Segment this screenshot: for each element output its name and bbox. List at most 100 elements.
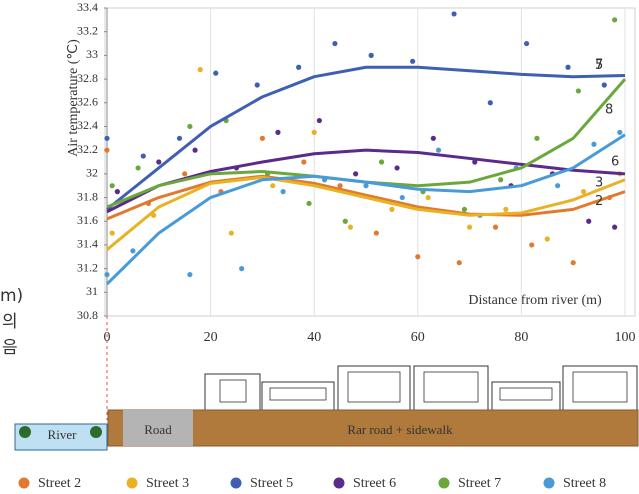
point <box>451 11 457 17</box>
point <box>306 200 312 207</box>
trees <box>19 426 102 438</box>
point <box>498 177 504 183</box>
point <box>586 218 592 224</box>
point <box>135 165 141 171</box>
point <box>410 58 416 64</box>
point <box>104 271 110 278</box>
legend-label: Street 2 <box>38 476 81 491</box>
point <box>612 17 618 23</box>
point <box>176 135 183 141</box>
point <box>373 230 379 236</box>
point <box>487 100 493 106</box>
point <box>399 194 405 201</box>
y-tick-label: 32 <box>86 166 98 180</box>
point <box>254 82 260 88</box>
point <box>544 236 550 242</box>
point <box>575 88 581 94</box>
point <box>311 129 317 135</box>
y-tick-label: 31.8 <box>77 189 98 203</box>
point <box>140 153 146 159</box>
point <box>301 159 307 165</box>
point <box>239 266 245 272</box>
point <box>467 224 473 230</box>
point <box>435 147 442 153</box>
y-tick-label: 32.4 <box>77 118 98 132</box>
trend-label: 7 <box>595 58 603 73</box>
legend-label: Street 7 <box>458 476 501 491</box>
y-tick-label: 31 <box>86 284 98 298</box>
point <box>555 183 561 189</box>
y-tick-label: 31.2 <box>77 260 98 274</box>
point <box>456 260 462 266</box>
point <box>461 206 468 212</box>
x-tick-label: 80 <box>514 330 528 345</box>
trend-line <box>106 174 626 221</box>
legend-swatch <box>230 477 242 489</box>
point <box>523 40 530 47</box>
point <box>503 206 509 212</box>
river-label: River <box>48 427 78 442</box>
y-tick-label: 32.2 <box>77 142 98 156</box>
trend-label: 6 <box>611 154 619 169</box>
trend-label: 3 <box>595 175 603 190</box>
point <box>430 135 436 141</box>
trend-label: 5 <box>595 58 603 73</box>
y-tick-label: 31.4 <box>77 237 98 251</box>
road-label: Road <box>144 422 172 437</box>
point <box>187 123 193 130</box>
rear-road <box>107 409 639 447</box>
point <box>296 64 302 70</box>
y-tick-label: 33.2 <box>77 23 98 37</box>
point <box>617 129 623 135</box>
point <box>332 40 338 47</box>
point <box>368 52 374 58</box>
y-tick-label: 32.8 <box>77 71 98 85</box>
river <box>14 423 108 451</box>
point <box>130 248 136 254</box>
legend-label: Street 5 <box>250 476 293 491</box>
point <box>187 271 193 278</box>
y-tick-label: 30.8 <box>77 308 98 322</box>
point <box>316 117 322 124</box>
point <box>270 183 276 189</box>
point <box>182 171 188 177</box>
legend-swatch <box>438 477 450 489</box>
x-tick-label: 0 <box>104 330 111 345</box>
legend-swatch <box>543 477 555 489</box>
legend-label: Street 8 <box>563 476 606 491</box>
rear-road-label: Rar road + sidewalk <box>347 422 453 437</box>
point <box>347 224 354 230</box>
plot-border <box>104 7 636 317</box>
legend-swatch <box>333 477 345 489</box>
point <box>394 165 400 171</box>
x-tick-label: 100 <box>615 330 636 345</box>
point <box>363 183 369 189</box>
point <box>114 189 120 195</box>
trend-line <box>106 65 626 211</box>
y-tick-label: 33 <box>86 47 98 61</box>
point <box>601 82 607 88</box>
point <box>275 129 281 135</box>
trend-line <box>106 175 626 251</box>
buildings <box>204 365 638 411</box>
x-tick-label: 60 <box>411 330 425 345</box>
side-fragment: 음 <box>2 338 18 358</box>
point <box>213 70 219 76</box>
point <box>109 183 115 189</box>
y-tick-label: 33.4 <box>77 0 98 14</box>
y-axis-title: Air temperature (℃) <box>66 39 81 157</box>
point <box>570 260 576 266</box>
point <box>342 218 348 224</box>
point <box>415 254 421 260</box>
trend-label: 8 <box>605 102 613 117</box>
point <box>353 171 359 177</box>
point <box>280 189 286 195</box>
side-fragment: 의 <box>2 312 18 332</box>
point <box>591 141 597 147</box>
point <box>425 194 431 201</box>
point <box>492 224 499 230</box>
trend-line <box>105 133 626 286</box>
side-fragment: m) <box>0 286 23 306</box>
